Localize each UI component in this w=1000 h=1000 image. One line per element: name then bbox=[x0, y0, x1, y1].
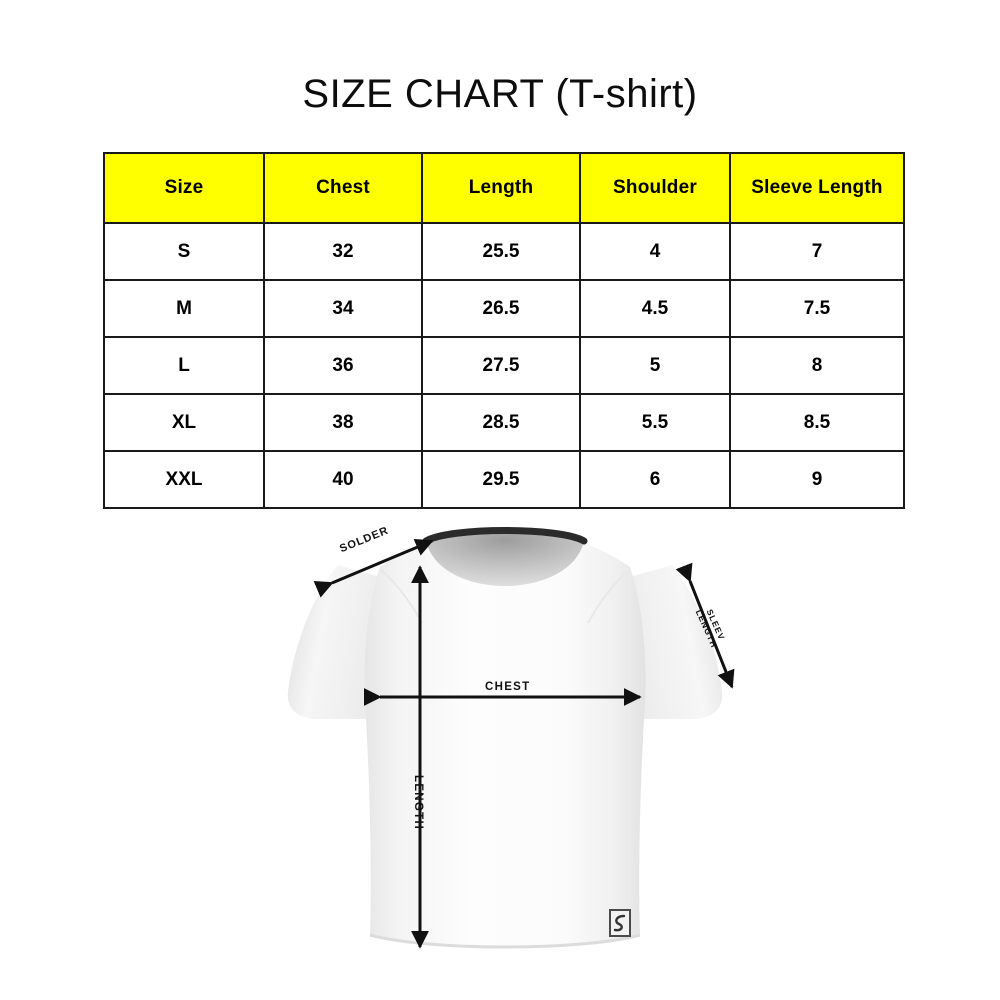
cell-sleeve-length: 9 bbox=[729, 450, 905, 509]
cell-sleeve-length: 7 bbox=[729, 222, 905, 281]
tshirt-diagram bbox=[240, 505, 770, 985]
cell-shoulder: 4.5 bbox=[579, 279, 731, 338]
column-header-sleeve-length: Sleeve Length bbox=[729, 152, 905, 224]
page-title: SIZE CHART (T-shirt) bbox=[302, 72, 698, 116]
brand-tag-icon bbox=[609, 909, 631, 937]
cell-length: 29.5 bbox=[421, 450, 581, 509]
left-sleeve bbox=[287, 565, 380, 719]
table-row: XXL 40 29.5 6 9 bbox=[103, 450, 905, 509]
sleeve-length-arrow bbox=[675, 562, 735, 689]
column-header-length: Length bbox=[421, 152, 581, 224]
cell-shoulder: 4 bbox=[579, 222, 731, 281]
column-header-size: Size bbox=[103, 152, 265, 224]
shirt-hem bbox=[369, 933, 641, 949]
cell-sleeve-length: 7.5 bbox=[729, 279, 905, 338]
shirt-body bbox=[364, 530, 646, 947]
collar-rim bbox=[422, 527, 588, 545]
cell-size: XXL bbox=[103, 450, 265, 509]
table-row: S 32 25.5 4 7 bbox=[103, 222, 905, 281]
cell-length: 25.5 bbox=[421, 222, 581, 281]
cell-size: L bbox=[103, 336, 265, 395]
cell-chest: 38 bbox=[263, 393, 423, 452]
shoulder-arrow bbox=[313, 538, 434, 598]
cell-shoulder: 5 bbox=[579, 336, 731, 395]
table-header-row: Size Chest Length Shoulder Sleeve Length bbox=[103, 152, 905, 224]
table-row: L 36 27.5 5 8 bbox=[103, 336, 905, 395]
cell-size: M bbox=[103, 279, 265, 338]
column-header-chest: Chest bbox=[263, 152, 423, 224]
cell-chest: 36 bbox=[263, 336, 423, 395]
cell-length: 27.5 bbox=[421, 336, 581, 395]
neck-opening bbox=[426, 532, 584, 586]
table-row: XL 38 28.5 5.5 8.5 bbox=[103, 393, 905, 452]
right-shoulder-seam bbox=[587, 568, 631, 624]
cell-shoulder: 5.5 bbox=[579, 393, 731, 452]
table-row: M 34 26.5 4.5 7.5 bbox=[103, 279, 905, 338]
cell-sleeve-length: 8 bbox=[729, 336, 905, 395]
cell-sleeve-length: 8.5 bbox=[729, 393, 905, 452]
size-chart-table-container: Size Chest Length Shoulder Sleeve Length… bbox=[103, 152, 905, 509]
cell-length: 28.5 bbox=[421, 393, 581, 452]
size-chart-table: Size Chest Length Shoulder Sleeve Length… bbox=[103, 152, 905, 509]
cell-length: 26.5 bbox=[421, 279, 581, 338]
cell-chest: 32 bbox=[263, 222, 423, 281]
chest-dimension-label: CHEST bbox=[485, 681, 531, 693]
cell-chest: 40 bbox=[263, 450, 423, 509]
cell-size: S bbox=[103, 222, 265, 281]
cell-size: XL bbox=[103, 393, 265, 452]
column-header-shoulder: Shoulder bbox=[579, 152, 731, 224]
length-dimension-label: LENGTH bbox=[412, 775, 424, 831]
cell-shoulder: 6 bbox=[579, 450, 731, 509]
cell-chest: 34 bbox=[263, 279, 423, 338]
